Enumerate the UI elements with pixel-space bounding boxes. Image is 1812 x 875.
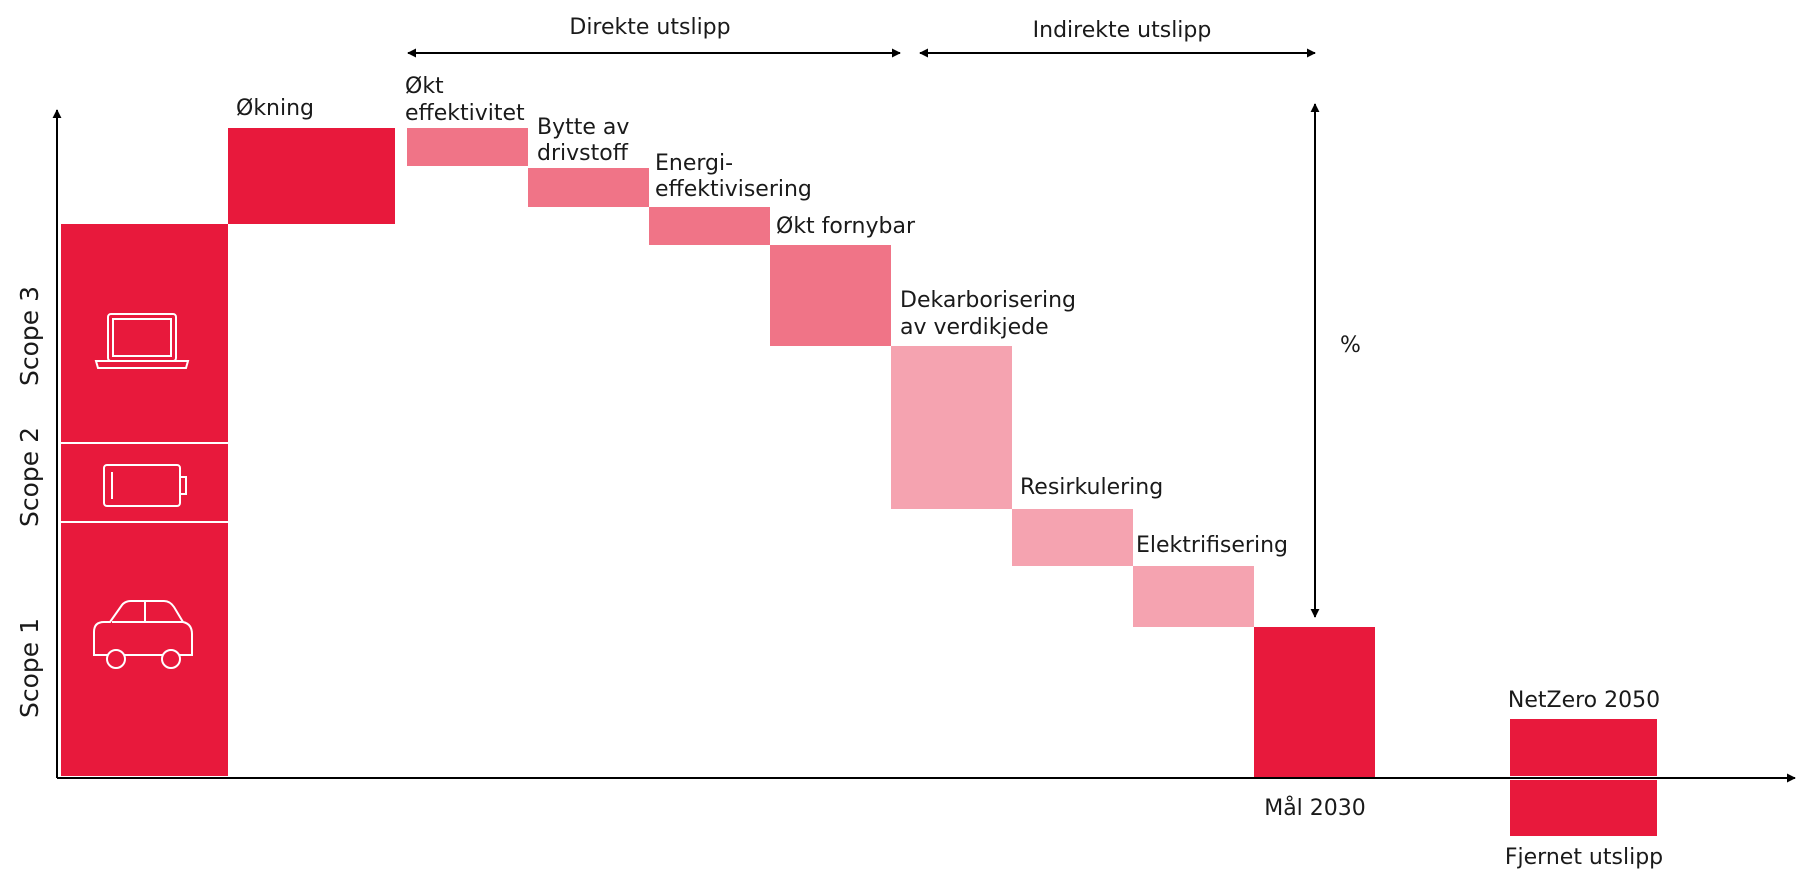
scope2-label: Scope 2 <box>15 427 44 527</box>
laptop-icon <box>94 313 190 369</box>
increase-label: Økning <box>236 96 314 121</box>
scope3-bar <box>61 224 228 442</box>
energy-efficiency-label-line2: effektivisering <box>655 177 812 202</box>
direct-emissions-label: Direkte utslipp <box>569 15 730 40</box>
electrification-label: Elektrifisering <box>1136 533 1288 558</box>
efficiency-label-line2: effektivitet <box>405 101 525 126</box>
goal-2030-label: Mål 2030 <box>1264 795 1366 821</box>
netzero-positive-bar <box>1510 719 1657 776</box>
goal-2030-bar <box>1254 627 1375 777</box>
car-icon <box>93 600 193 669</box>
fuel-switch-bar <box>528 168 649 207</box>
netzero-label: NetZero 2050 <box>1508 688 1660 713</box>
energy-efficiency-label-line1: Energi- <box>655 151 733 176</box>
renewable-label: Økt fornybar <box>776 214 916 239</box>
renewable-bar <box>770 245 891 346</box>
scope3-label: Scope 3 <box>15 286 44 386</box>
energy-efficiency-bar <box>649 207 770 245</box>
increase-bar <box>228 128 395 224</box>
scope1-bar <box>61 523 228 776</box>
removed-emissions-label: Fjernet utslipp <box>1505 845 1663 870</box>
decarbonisation-label-line1: Dekarborisering <box>900 288 1076 313</box>
electrification-bar <box>1133 566 1254 627</box>
percent-label: % <box>1340 333 1361 358</box>
removed-emissions-bar <box>1510 780 1657 836</box>
scope1-label: Scope 1 <box>15 618 44 718</box>
indirect-emissions-label: Indirekte utslipp <box>1033 18 1212 43</box>
recycling-label: Resirkulering <box>1020 475 1163 500</box>
scope2-bar <box>61 444 228 521</box>
fuel-switch-label-line2: drivstoff <box>537 141 629 166</box>
battery-icon <box>103 464 187 507</box>
decarbonisation-label-line2: av verdikjede <box>900 315 1049 340</box>
fuel-switch-label-line1: Bytte av <box>537 115 629 140</box>
efficiency-bar <box>407 128 528 166</box>
decarbonisation-bar <box>891 346 1012 509</box>
efficiency-label-line1: Økt <box>405 74 444 99</box>
recycling-bar <box>1012 509 1133 566</box>
